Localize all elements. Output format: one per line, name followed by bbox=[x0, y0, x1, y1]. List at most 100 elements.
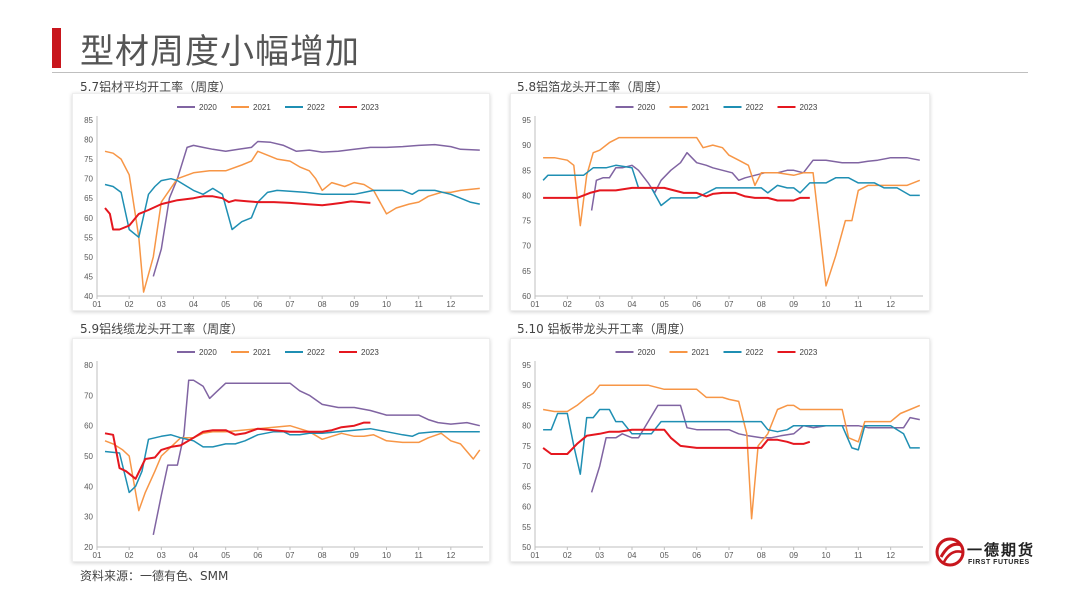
x-tick-label: 01 bbox=[93, 551, 102, 560]
x-tick-label: 09 bbox=[789, 551, 798, 560]
legend-label-2022: 2022 bbox=[746, 348, 764, 357]
series-line-2021 bbox=[104, 424, 481, 512]
y-tick-label: 70 bbox=[84, 391, 93, 400]
chart-cable: 20 30 40 50 60 70 80 01 02 03 04 05 06 07 08 09 10 11 12 20… bbox=[84, 348, 483, 560]
y-tick-label: 85 bbox=[84, 116, 93, 125]
x-tick-label: 11 bbox=[415, 300, 424, 309]
chart-panel-foil: 60 65 70 75 80 85 90 95 01 02 03 04 05 06 07 08 09 10 11 12… bbox=[510, 93, 930, 311]
y-tick-label: 85 bbox=[522, 401, 531, 410]
y-tick-label: 90 bbox=[522, 141, 531, 150]
y-tick-label: 80 bbox=[84, 136, 93, 145]
legend-label-2022: 2022 bbox=[307, 103, 325, 112]
y-tick-label: 20 bbox=[84, 543, 93, 552]
chart-panel-aluminum-avg: 40 45 50 55 60 65 70 75 80 85 01 02 03 04 05 06 07 08 09 10… bbox=[72, 93, 490, 311]
x-tick-label: 12 bbox=[886, 300, 895, 309]
series-line-2020 bbox=[152, 140, 480, 277]
y-tick-label: 95 bbox=[522, 116, 531, 125]
x-tick-label: 11 bbox=[854, 551, 863, 560]
chart-foil: 60 65 70 75 80 85 90 95 01 02 03 04 05 06 07 08 09 10 11 12… bbox=[522, 103, 923, 309]
y-tick-label: 60 bbox=[522, 503, 531, 512]
y-tick-label: 75 bbox=[522, 217, 531, 226]
series-line-2021 bbox=[542, 384, 921, 520]
x-tick-label: 05 bbox=[221, 551, 230, 560]
series-line-2020 bbox=[152, 379, 480, 536]
x-tick-label: 10 bbox=[822, 551, 831, 560]
legend-label-2021: 2021 bbox=[692, 103, 710, 112]
legend-label-2023: 2023 bbox=[361, 348, 379, 357]
series-line-2022 bbox=[104, 427, 480, 494]
y-tick-label: 70 bbox=[522, 462, 531, 471]
y-tick-label: 50 bbox=[522, 543, 531, 552]
x-tick-label: 05 bbox=[660, 300, 669, 309]
legend-label-2021: 2021 bbox=[253, 348, 271, 357]
y-tick-label: 65 bbox=[84, 194, 93, 203]
y-tick-label: 50 bbox=[84, 253, 93, 262]
x-tick-label: 06 bbox=[692, 551, 701, 560]
x-tick-label: 08 bbox=[757, 300, 766, 309]
x-tick-label: 07 bbox=[725, 551, 734, 560]
company-logo: 一德期货 FIRST FUTURES bbox=[935, 535, 1035, 575]
y-tick-label: 90 bbox=[522, 381, 531, 390]
legend-label-2023: 2023 bbox=[361, 103, 379, 112]
legend-label-2021: 2021 bbox=[253, 103, 271, 112]
x-tick-label: 04 bbox=[628, 300, 637, 309]
y-tick-label: 65 bbox=[522, 267, 531, 276]
x-tick-label: 08 bbox=[757, 551, 766, 560]
x-tick-label: 09 bbox=[350, 551, 359, 560]
chart-title: 5.8铝箔龙头开工率（周度） bbox=[517, 80, 669, 94]
y-tick-label: 80 bbox=[522, 422, 531, 431]
series-line-2022 bbox=[543, 408, 920, 475]
chart-aluminum-avg: 40 45 50 55 60 65 70 75 80 85 01 02 03 04 05 06 07 08 09 10… bbox=[84, 103, 483, 309]
y-tick-label: 30 bbox=[84, 513, 93, 522]
legend-label-2022: 2022 bbox=[746, 103, 764, 112]
legend-label-2023: 2023 bbox=[800, 103, 818, 112]
x-tick-label: 02 bbox=[563, 300, 572, 309]
legend-label-2021: 2021 bbox=[692, 348, 710, 357]
x-tick-label: 04 bbox=[189, 551, 198, 560]
series-line-2023 bbox=[104, 421, 371, 480]
x-tick-label: 09 bbox=[350, 300, 359, 309]
chart-panel-plate: 50 55 60 65 70 75 80 85 90 95 01 02 03 04 05 06 07 08 09 10… bbox=[510, 338, 930, 562]
series-line-2023 bbox=[542, 428, 811, 455]
series-line-2023 bbox=[104, 195, 371, 231]
y-tick-label: 55 bbox=[522, 523, 531, 532]
y-tick-label: 75 bbox=[522, 442, 531, 451]
x-tick-label: 01 bbox=[531, 551, 540, 560]
x-tick-label: 03 bbox=[595, 551, 604, 560]
x-tick-label: 11 bbox=[854, 300, 863, 309]
y-tick-label: 70 bbox=[522, 242, 531, 251]
x-tick-label: 01 bbox=[531, 300, 540, 309]
y-tick-label: 60 bbox=[84, 422, 93, 431]
series-line-2022 bbox=[542, 164, 920, 207]
x-tick-label: 02 bbox=[563, 551, 572, 560]
x-tick-label: 03 bbox=[595, 300, 604, 309]
x-tick-label: 09 bbox=[789, 300, 798, 309]
title-accent-bar bbox=[52, 28, 61, 68]
chart-title: 5.7铝材平均开工率（周度） bbox=[80, 80, 232, 94]
logo-name-en: FIRST FUTURES bbox=[968, 559, 1030, 566]
legend-label-2020: 2020 bbox=[638, 348, 656, 357]
chart-title: 5.9铝线缆龙头开工率（周度） bbox=[80, 322, 244, 336]
y-tick-label: 50 bbox=[84, 452, 93, 461]
x-tick-label: 06 bbox=[692, 300, 701, 309]
series-line-2021 bbox=[543, 136, 921, 287]
x-tick-label: 08 bbox=[318, 300, 327, 309]
source-note: 资料来源：一德有色、SMM bbox=[80, 569, 229, 583]
x-tick-label: 12 bbox=[446, 300, 455, 309]
y-tick-label: 85 bbox=[522, 166, 531, 175]
y-tick-label: 55 bbox=[84, 233, 93, 242]
series-line-2023 bbox=[543, 186, 810, 202]
y-tick-label: 60 bbox=[84, 214, 93, 223]
page-title: 型材周度小幅增加 bbox=[80, 32, 360, 72]
y-tick-label: 45 bbox=[84, 272, 93, 281]
x-tick-label: 06 bbox=[253, 300, 262, 309]
x-tick-label: 07 bbox=[286, 300, 295, 309]
y-tick-label: 65 bbox=[522, 482, 531, 491]
x-tick-label: 10 bbox=[822, 300, 831, 309]
y-tick-label: 95 bbox=[522, 361, 531, 370]
legend-label-2020: 2020 bbox=[199, 103, 217, 112]
chart-title: 5.10 铝板带龙头开工率（周度） bbox=[517, 322, 692, 336]
x-tick-label: 06 bbox=[253, 551, 262, 560]
x-tick-label: 12 bbox=[446, 551, 455, 560]
y-tick-label: 40 bbox=[84, 292, 93, 301]
